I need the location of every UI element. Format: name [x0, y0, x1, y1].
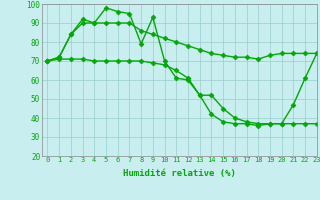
- X-axis label: Humidité relative (%): Humidité relative (%): [123, 169, 236, 178]
